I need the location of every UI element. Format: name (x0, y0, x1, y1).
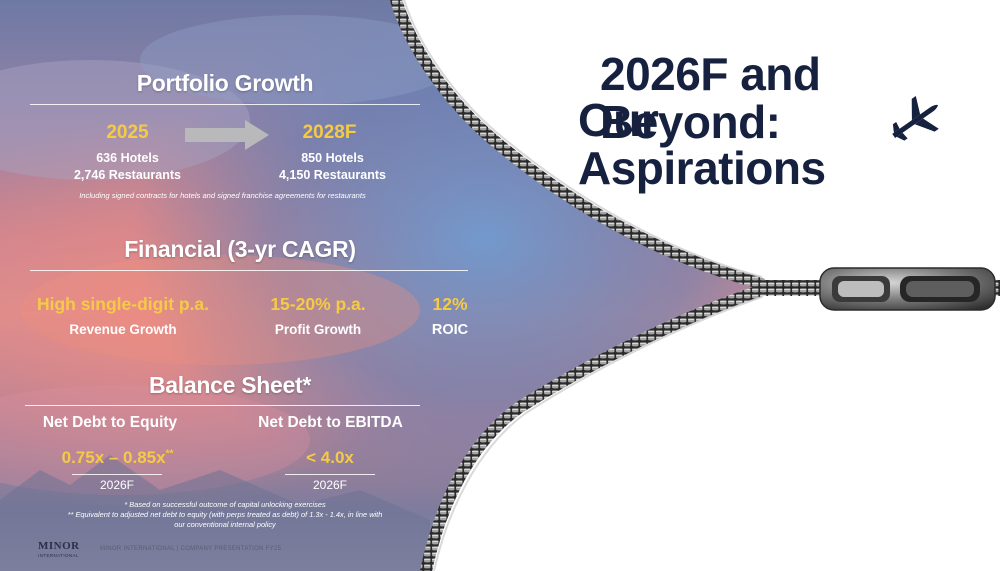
airplane-icon (892, 96, 939, 141)
company-logo-subtitle: INTERNATIONAL (38, 553, 79, 558)
portfolio-to-hotels: 850 Hotels (301, 151, 364, 165)
roic-label: ROIC (431, 322, 469, 338)
title-line-2: Our Aspirations (578, 94, 826, 194)
net-debt-equity-year: 2026F (99, 478, 135, 492)
portfolio-divider (30, 104, 420, 105)
portfolio-from-restaurants: 2,746 Restaurants (73, 168, 181, 182)
balance-divider (25, 405, 420, 406)
roic-value: 12% (432, 294, 468, 314)
portfolio-note: Including signed contracts for hotels an… (79, 191, 366, 200)
portfolio-to-year: 2028F (302, 122, 357, 143)
balance-footnote-3: our conventional internal policy (174, 520, 276, 529)
financial-heading: Financial (3-yr CAGR) (124, 236, 356, 262)
net-debt-equity-divider (72, 474, 162, 475)
company-logo: MINOR (38, 540, 80, 552)
arrow-right-icon (185, 120, 269, 150)
profit-growth-label: Profit Growth (274, 322, 362, 337)
net-debt-ebitda-value: < 4.0x (306, 448, 354, 467)
net-debt-equity-label: Net Debt to Equity (42, 414, 178, 431)
net-debt-ebitda-label: Net Debt to EBITDA (258, 414, 403, 431)
net-debt-equity-value: 0.75x – 0.85x** (61, 448, 174, 467)
footer-text: MINOR INTERNATIONAL | COMPANY PRESENTATI… (100, 546, 282, 552)
net-debt-equity-footnote-mark: ** (165, 448, 174, 460)
portfolio-from-hotels: 636 Hotels (96, 151, 159, 165)
net-debt-ebitda-divider (285, 474, 375, 475)
financial-divider (30, 270, 468, 271)
zipper-slider (819, 267, 996, 311)
revenue-growth-label: Revenue Growth (69, 322, 177, 337)
portfolio-from-year: 2025 (106, 122, 149, 143)
revenue-growth-value: High single-digit p.a. (36, 294, 210, 314)
title-line-1: 2026F and Beyond: (600, 48, 821, 148)
net-debt-ebitda-year: 2026F (312, 478, 348, 492)
balance-footnote-1: * Based on successful outcome of capital… (124, 500, 326, 509)
portfolio-heading: Portfolio Growth (136, 70, 314, 96)
balance-heading: Balance Sheet* (149, 372, 311, 398)
balance-footnote-2: ** Equivalent to adjusted net debt to eq… (67, 510, 383, 519)
profit-growth-value: 15-20% p.a. (270, 294, 366, 314)
portfolio-to-restaurants: 4,150 Restaurants (278, 168, 386, 182)
